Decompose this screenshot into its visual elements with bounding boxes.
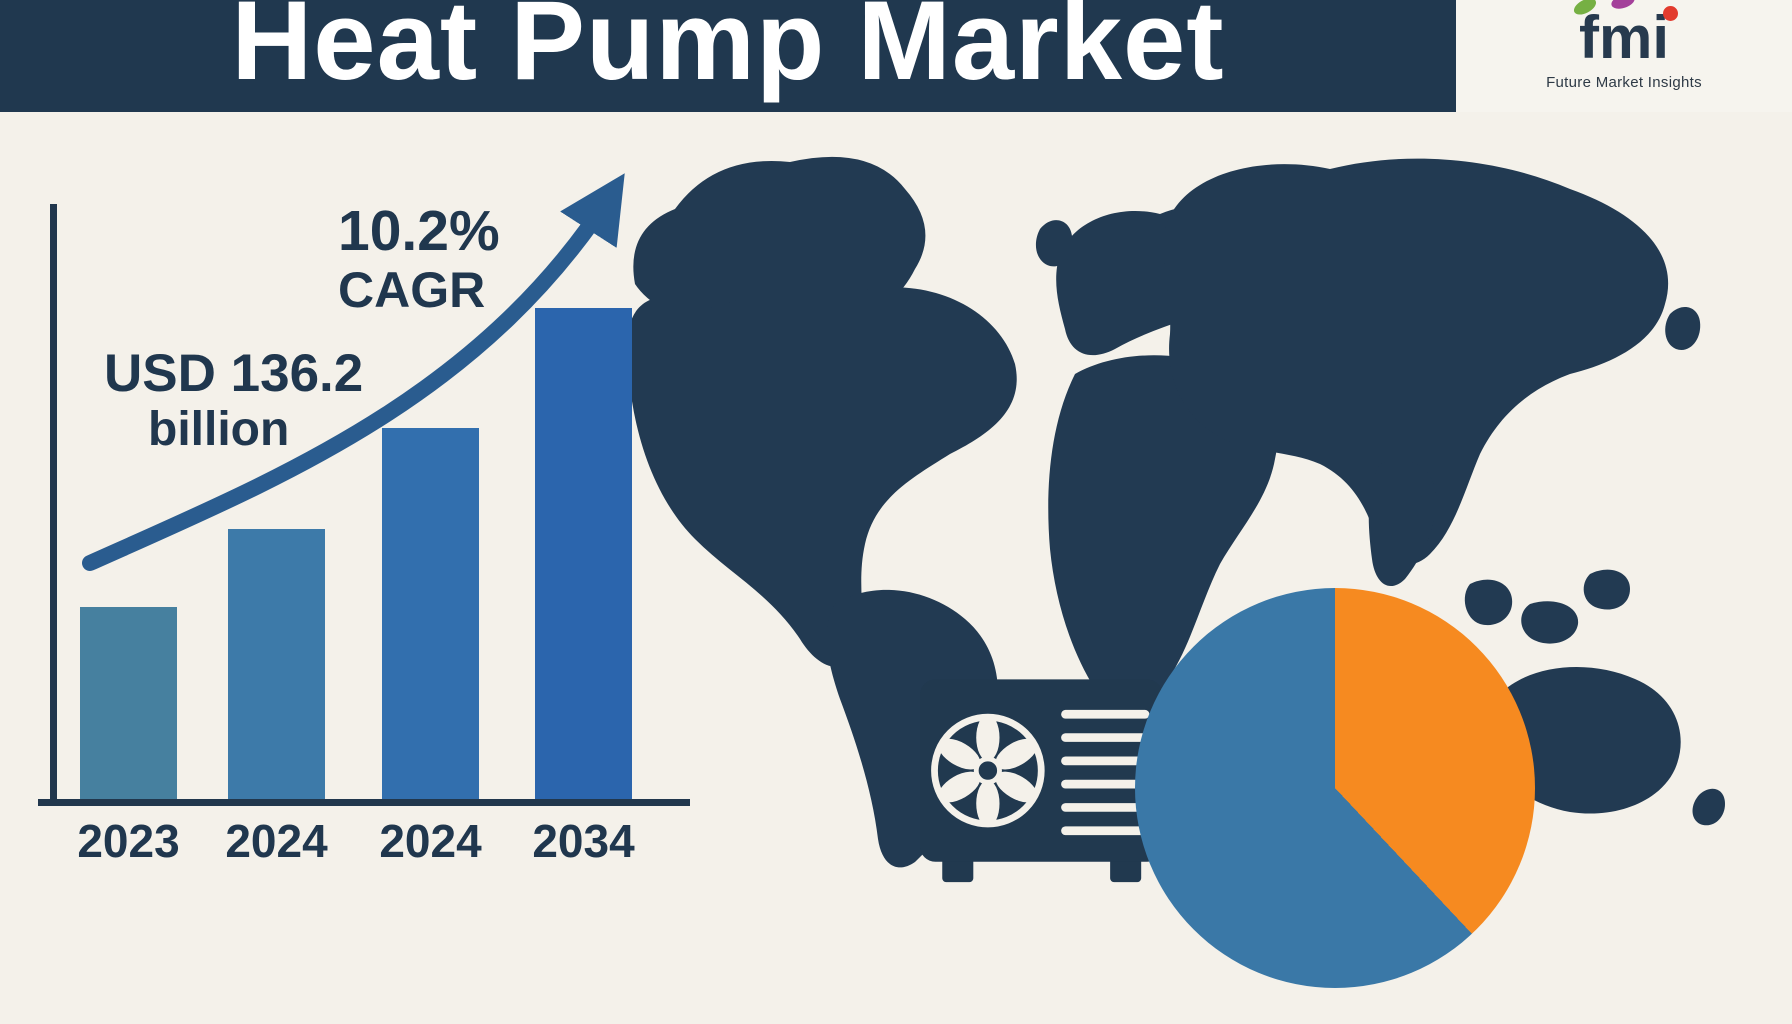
fmi-wordmark: fmi: [1571, 0, 1678, 68]
continent-asia: [1163, 158, 1669, 565]
y-axis: [50, 204, 57, 806]
market-value-annotation: USD 136.2 billion: [104, 346, 363, 458]
island-new-zealand: [1692, 788, 1725, 826]
bar-2024-1: [228, 529, 325, 799]
continent-australia: [1487, 667, 1681, 814]
growth-arrow-icon: [82, 173, 625, 571]
cagr-annotation: 10.2% CAGR: [338, 199, 500, 318]
heat-pump-icon: [919, 679, 1175, 883]
vent-lines: [1061, 709, 1150, 836]
market-value: USD 136.2: [104, 344, 364, 403]
cagr-label: CAGR: [338, 261, 486, 318]
continent-africa: [1048, 355, 1278, 710]
page-title: Heat Pump Market: [231, 0, 1225, 103]
fan-blades-icon: [938, 714, 1038, 827]
x-tick-label-2: 2024: [379, 815, 482, 867]
header-band: Heat Pump Market: [0, 0, 1456, 112]
peninsula-india: [1368, 460, 1436, 587]
x-tick-label-3: 2034: [532, 815, 635, 867]
x-axis-labels: 2023 2024 2024 2034: [57, 814, 689, 876]
world-map-icon: [626, 156, 1725, 868]
x-axis: [38, 799, 690, 806]
bar-2024-2: [382, 427, 479, 799]
cagr-value: 10.2%: [338, 199, 500, 263]
arrow-curve: [82, 173, 625, 571]
pie-chart: [1135, 588, 1535, 988]
fmi-tagline: Future Market Insights: [1546, 74, 1702, 91]
fmi-logo: fmi Future Market Insights: [1456, 0, 1792, 112]
island-indonesia-1: [1464, 579, 1513, 626]
pump-foot-right: [1110, 856, 1142, 883]
island-japan: [1665, 307, 1701, 350]
island-britain: [1035, 220, 1073, 267]
market-unit: billion: [148, 402, 290, 456]
bars-container: [57, 200, 689, 799]
fan-hub: [973, 756, 1002, 785]
bar-2034-3: [535, 307, 632, 799]
fmi-wordmark-text: fmi: [1579, 4, 1669, 71]
x-tick-label-1: 2024: [225, 815, 328, 867]
logo-dot-red-icon: [1663, 6, 1678, 21]
continents: [626, 156, 1725, 868]
pump-foot-left: [942, 856, 974, 883]
island-indonesia-2: [1521, 601, 1579, 644]
continent-north-america: [626, 287, 1017, 667]
bar-2023-0: [80, 607, 177, 799]
x-tick-label-0: 2023: [77, 815, 180, 867]
island-philippines: [1583, 569, 1630, 610]
